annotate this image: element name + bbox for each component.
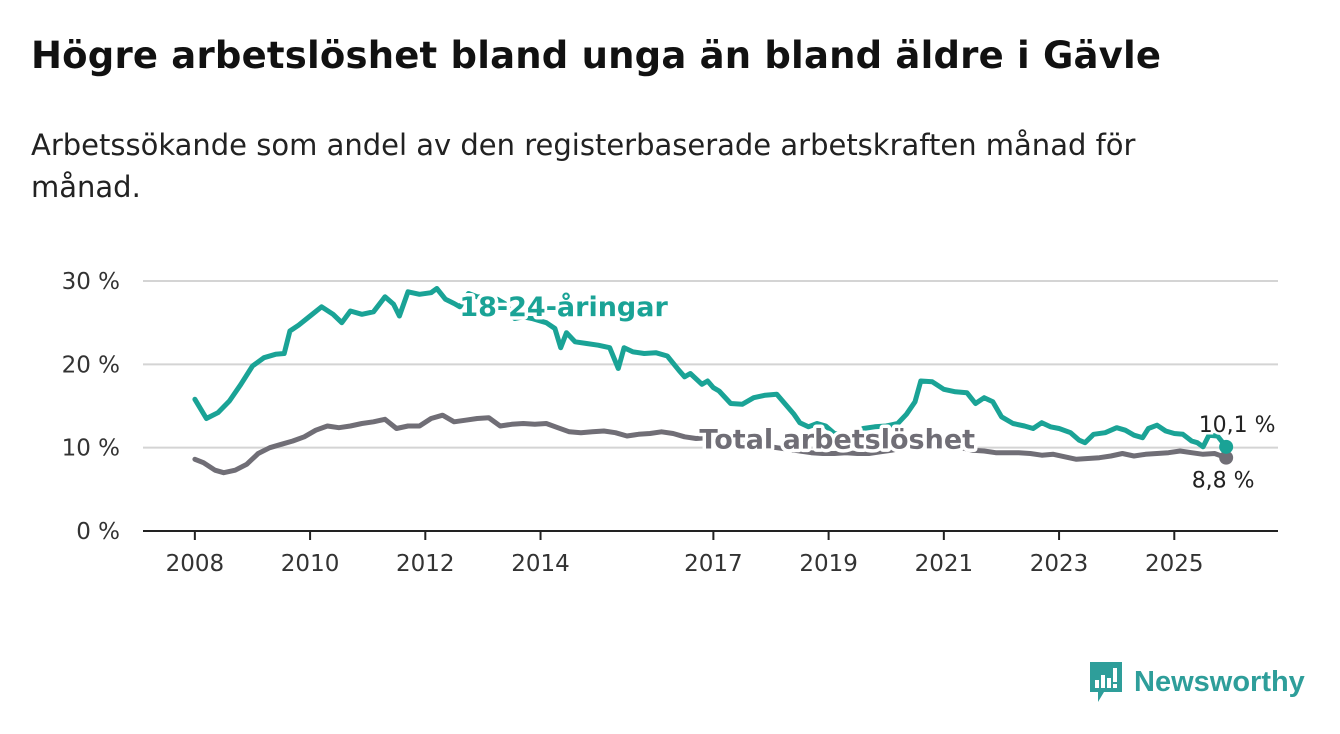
series-line-youth	[192, 286, 1229, 450]
series-end-point	[1219, 439, 1234, 454]
x-tick-label: 2014	[511, 551, 570, 577]
x-tick-label: 2019	[799, 551, 858, 577]
x-tick-label: 2008	[166, 551, 225, 577]
end-value-label-total: 8,8 %	[1192, 469, 1255, 494]
page-title: Högre arbetslöshet bland unga än bland ä…	[31, 34, 1162, 77]
bar-chart-logo-icon	[1090, 662, 1122, 702]
y-tick-label: 30 %	[62, 269, 120, 295]
x-tick-label: 2017	[684, 551, 743, 577]
x-tick-label: 2012	[396, 551, 455, 577]
y-tick-label: 0 %	[76, 519, 120, 545]
series-layer	[192, 286, 1234, 476]
grid-layer: 0 % 10 % 20 % 30 % 2008 2010 2012 2014 2017 2019 2…	[62, 269, 1278, 577]
x-tick-label: 2021	[915, 551, 974, 577]
series-line-total	[192, 412, 1229, 476]
series-label: Total arbetslöshet	[699, 425, 975, 456]
label-layer: 18-24-åringar Total arbetslöshet 10,1 % 8,8…	[456, 288, 1278, 497]
x-tick-label: 2023	[1030, 551, 1089, 577]
x-tick-label: 2010	[281, 551, 340, 577]
chart-subtitle: Arbetssökande som andel av den registerb…	[31, 128, 1136, 204]
x-tick-label: 2025	[1145, 551, 1204, 577]
brand-name: Newsworthy	[1134, 665, 1305, 698]
newsworthy-logo[interactable]: Newsworthy	[1088, 660, 1305, 704]
series-end-point	[1219, 450, 1234, 465]
y-tick-label: 10 %	[62, 436, 120, 462]
end-value-label-youth: 10,1 %	[1199, 413, 1276, 438]
y-tick-label: 20 %	[62, 352, 120, 378]
series-label: 18-24-åringar	[459, 291, 668, 323]
